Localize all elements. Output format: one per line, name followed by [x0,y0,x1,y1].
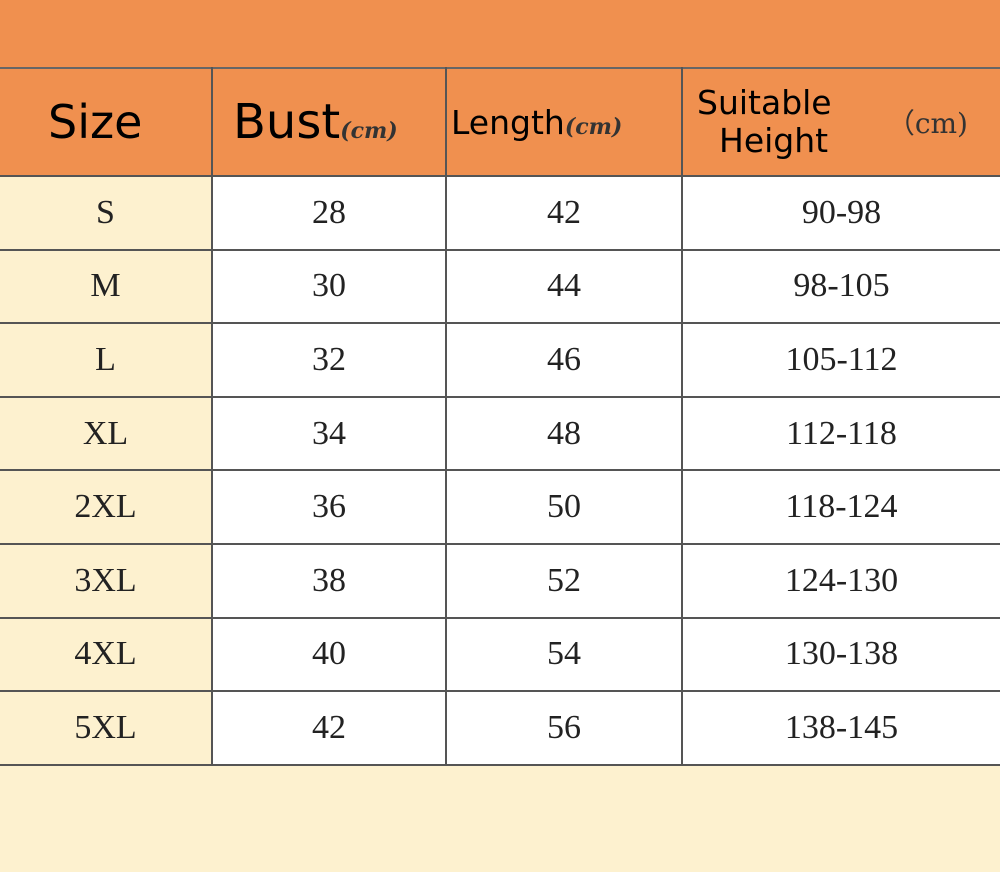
header-height-line2: Height [719,121,829,160]
header-length: Length(cm) [445,67,683,177]
cell-bust: 40 [211,616,447,693]
cell-size: 5XL [0,690,213,766]
table-row: XL 34 48 112-118 [0,395,1000,472]
top-banner [0,0,1000,67]
table-row: M 30 44 98-105 [0,248,1000,325]
cell-height: 138-145 [681,690,1000,766]
cell-length: 44 [445,248,683,325]
header-size-label: Size [48,95,143,149]
cell-height: 105-112 [681,322,1000,398]
table-row: 3XL 38 52 124-130 [0,542,1000,619]
cell-height: 112-118 [681,395,1000,472]
cell-height: 124-130 [681,542,1000,619]
header-bust: Bust(cm) [211,67,447,177]
cell-size: L [0,322,213,398]
cell-bust: 38 [211,542,447,619]
cell-length: 54 [445,616,683,693]
cell-height: 118-124 [681,469,1000,545]
cell-size: 2XL [0,469,213,545]
cell-length: 52 [445,542,683,619]
cell-size: 4XL [0,616,213,693]
cell-bust: 42 [211,690,447,766]
header-height: Suitable Height （cm) [681,67,1000,177]
table-row: S 28 42 90-98 [0,175,1000,251]
cell-bust: 36 [211,469,447,545]
header-height-line1: Suitable [697,83,832,122]
cell-height: 90-98 [681,175,1000,251]
header-length-label: Length [451,102,565,142]
header-bust-label: Bust [233,94,341,150]
cell-length: 42 [445,175,683,251]
header-size: Size [0,67,213,177]
table-row: 4XL 40 54 130-138 [0,616,1000,693]
cell-height: 98-105 [681,248,1000,325]
table-row: 5XL 42 56 138-145 [0,690,1000,766]
cell-length: 46 [445,322,683,398]
header-bust-unit: (cm) [340,118,398,144]
cell-bust: 28 [211,175,447,251]
cell-bust: 30 [211,248,447,325]
cell-bust: 32 [211,322,447,398]
cell-size: M [0,248,213,325]
size-chart-table: Size Bust(cm) Length(cm) Suitable Height… [0,67,1000,766]
table-row: 2XL 36 50 118-124 [0,469,1000,545]
header-row: Size Bust(cm) Length(cm) Suitable Height… [0,67,1000,177]
header-length-unit: (cm) [564,113,623,140]
header-height-unit: （cm) [886,107,968,140]
cell-length: 48 [445,395,683,472]
cell-size: XL [0,395,213,472]
cell-size: 3XL [0,542,213,619]
table-row: L 32 46 105-112 [0,322,1000,398]
cell-length: 50 [445,469,683,545]
cell-length: 56 [445,690,683,766]
cell-bust: 34 [211,395,447,472]
cell-height: 130-138 [681,616,1000,693]
cell-size: S [0,175,213,251]
